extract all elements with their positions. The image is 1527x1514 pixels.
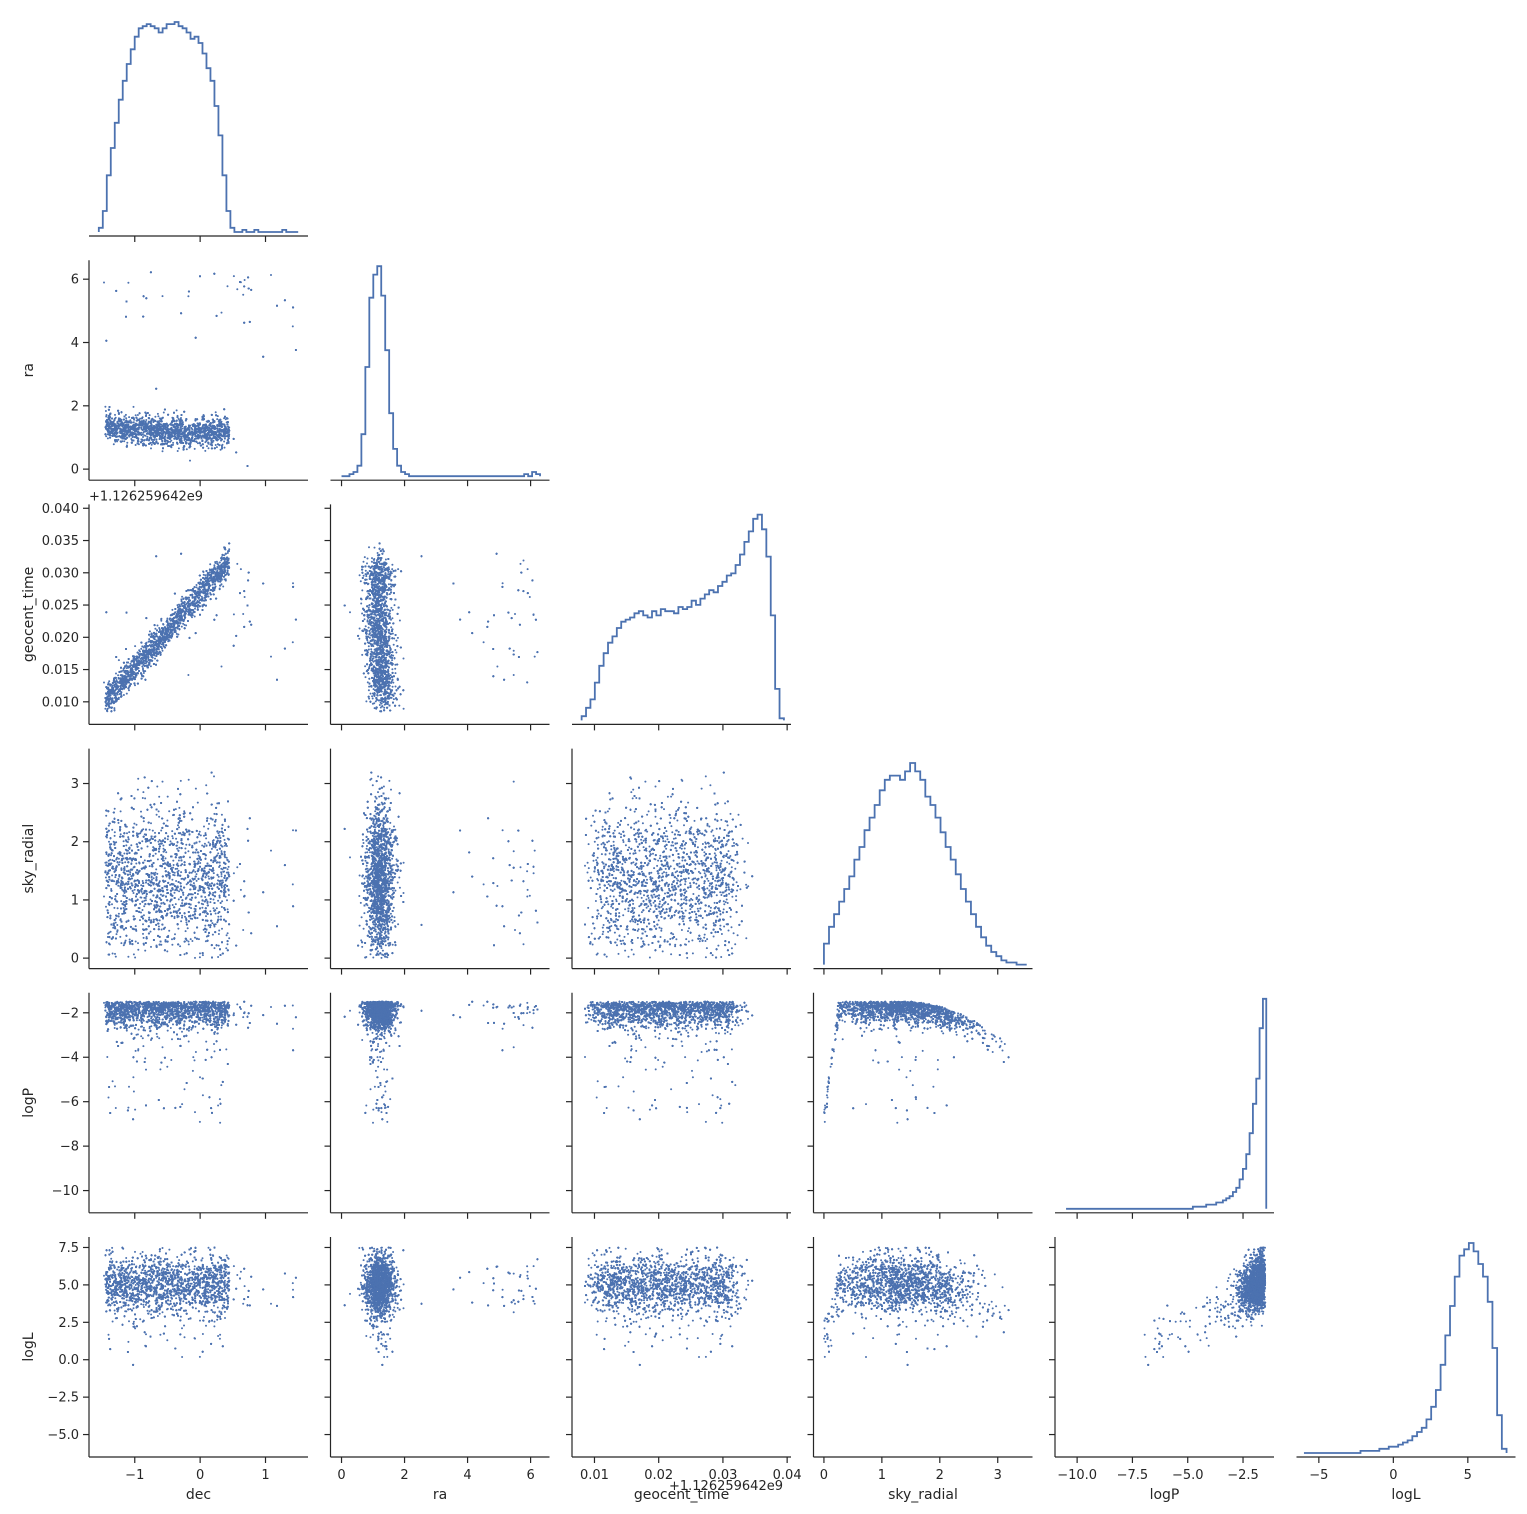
scatter-point bbox=[145, 435, 147, 437]
scatter-point bbox=[194, 448, 196, 450]
scatter-point bbox=[127, 282, 129, 284]
scatter-point bbox=[142, 436, 144, 438]
scatter-point bbox=[135, 444, 137, 446]
scatter-point bbox=[126, 442, 128, 444]
scatter-point bbox=[197, 442, 199, 444]
scatter-point bbox=[292, 325, 294, 327]
scatter-point bbox=[125, 414, 127, 416]
scatter-point bbox=[224, 438, 226, 440]
scatter-point bbox=[208, 447, 210, 449]
scatter-point bbox=[116, 440, 118, 442]
scatter-point bbox=[204, 450, 206, 452]
scatter-point bbox=[221, 312, 223, 314]
scatter-point bbox=[154, 416, 156, 418]
scatter-point bbox=[178, 418, 180, 420]
scatter-point bbox=[215, 444, 217, 446]
scatter-point bbox=[163, 412, 165, 414]
scatter-point bbox=[206, 445, 208, 447]
scatter-point bbox=[170, 440, 172, 442]
scatter-point bbox=[223, 441, 225, 443]
scatter-point bbox=[184, 439, 186, 441]
scatter-point bbox=[216, 418, 218, 420]
scatter-point bbox=[227, 418, 229, 420]
scatter-point bbox=[139, 418, 141, 420]
scatter-point bbox=[244, 279, 246, 281]
scatter-point bbox=[215, 411, 217, 413]
scatter-point bbox=[172, 442, 174, 444]
scatter-point bbox=[233, 275, 235, 277]
scatter-point bbox=[114, 414, 116, 416]
scatter-point bbox=[151, 444, 153, 446]
scatter-point bbox=[150, 447, 152, 449]
scatter-point bbox=[157, 415, 159, 417]
scatter-point bbox=[158, 420, 160, 422]
scatter-point bbox=[187, 295, 189, 297]
scatter-point bbox=[189, 460, 191, 462]
scatter-point bbox=[125, 417, 127, 419]
scatter-point bbox=[205, 438, 207, 440]
scatter-point bbox=[137, 414, 139, 416]
scatter-point bbox=[117, 439, 119, 441]
scatter-point bbox=[236, 288, 238, 290]
panel-dec-vs-dec bbox=[89, 22, 308, 242]
scatter-point bbox=[186, 448, 188, 450]
scatter-point bbox=[225, 418, 227, 420]
scatter-point bbox=[115, 417, 117, 419]
scatter-point bbox=[150, 436, 152, 438]
scatter-point bbox=[103, 282, 105, 284]
histogram-dec bbox=[99, 22, 298, 232]
scatter-point bbox=[113, 443, 115, 445]
scatter-point bbox=[156, 438, 158, 440]
scatter-point bbox=[135, 414, 137, 416]
scatter-point bbox=[146, 436, 148, 438]
scatter-point bbox=[145, 419, 147, 421]
scatter-point bbox=[176, 409, 178, 411]
scatter-point bbox=[104, 406, 106, 408]
scatter-point bbox=[118, 417, 120, 419]
scatter-point bbox=[149, 414, 151, 416]
scatter-point bbox=[133, 406, 135, 408]
scatter-point bbox=[162, 450, 164, 452]
scatter-point bbox=[224, 447, 226, 449]
scatter-point bbox=[242, 294, 244, 296]
scatter-point bbox=[177, 450, 179, 452]
scatter-point bbox=[105, 435, 107, 437]
scatter-point bbox=[109, 437, 111, 439]
scatter-point bbox=[181, 428, 183, 430]
panel-ra-vs-dec: 0246ra bbox=[21, 260, 308, 486]
scatter-point bbox=[133, 421, 135, 423]
scatter-point bbox=[191, 428, 193, 430]
scatter-point bbox=[227, 285, 229, 287]
scatter-point bbox=[221, 445, 223, 447]
scatter-point bbox=[105, 410, 107, 412]
scatter-point bbox=[107, 437, 109, 439]
scatter-point bbox=[140, 426, 142, 428]
scatter-point bbox=[162, 295, 164, 297]
scatter-point bbox=[216, 446, 218, 448]
scatter-point bbox=[270, 274, 272, 276]
scatter-point bbox=[157, 413, 159, 415]
scatter-point bbox=[217, 415, 219, 417]
scatter-points-ra-vs-dec bbox=[103, 271, 297, 467]
scatter-point bbox=[123, 440, 125, 442]
scatter-point bbox=[128, 416, 130, 418]
scatter-point bbox=[178, 447, 180, 449]
